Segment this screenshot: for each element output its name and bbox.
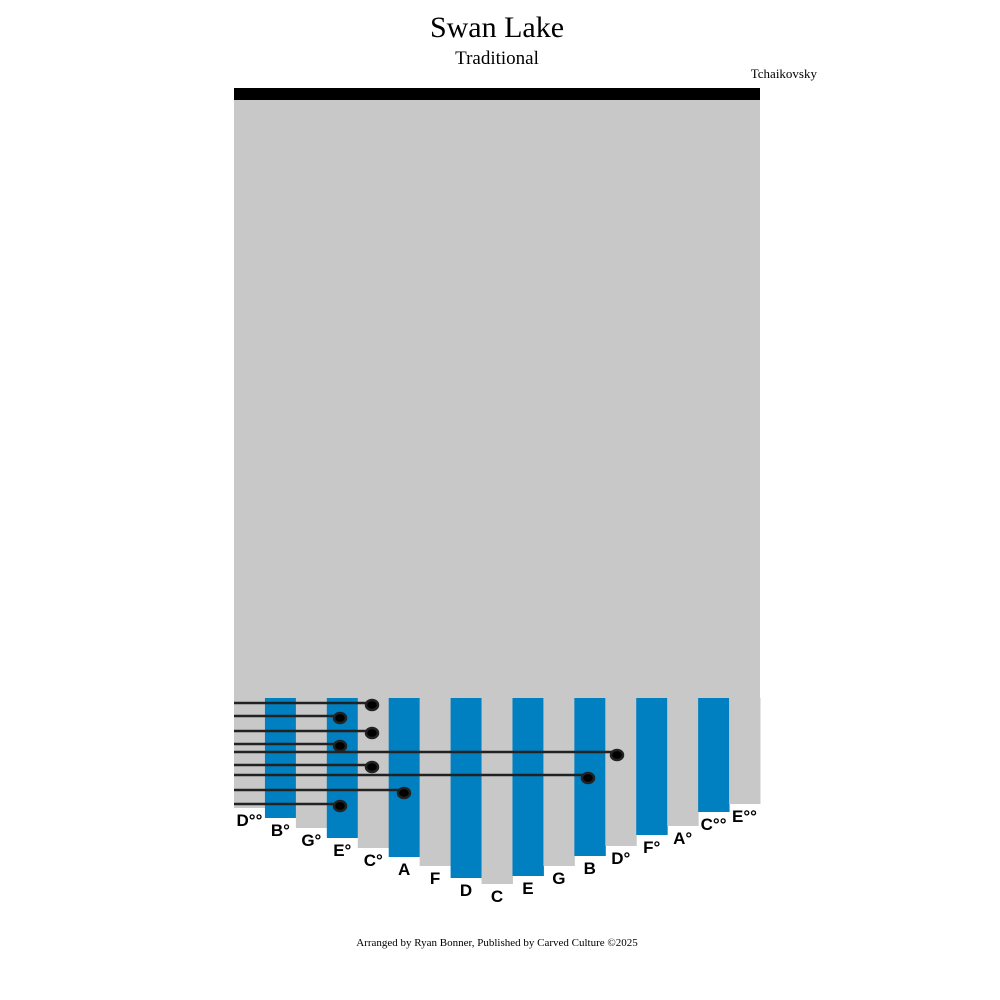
- top-bar: [234, 88, 760, 100]
- key-label: E°°: [732, 807, 757, 826]
- key-gray: [543, 698, 575, 866]
- kalimba: D°° B° G° E° C° A F D C EGB D° F° A° C°° E°°: [234, 100, 761, 906]
- key-blue: [264, 698, 297, 818]
- footer: Arranged by Ryan Bonner, Published by Ca…: [356, 937, 638, 949]
- key-gray: [295, 698, 328, 828]
- key-blue: [636, 698, 668, 835]
- key-blue: [512, 698, 544, 876]
- key-label: F: [430, 869, 440, 888]
- key-label: E: [522, 879, 533, 898]
- key-blue: [450, 698, 483, 878]
- board: [234, 100, 760, 698]
- key-label: A°: [673, 829, 692, 848]
- key-label: G: [552, 869, 565, 888]
- title: Swan Lake: [430, 11, 564, 44]
- key-gray: [605, 698, 637, 846]
- key-label: C: [491, 887, 503, 906]
- key-label: F°: [643, 838, 660, 857]
- key-label: E°: [333, 841, 351, 860]
- notes: [234, 698, 625, 813]
- key-label: D: [460, 881, 472, 900]
- key-label: G°: [301, 831, 321, 850]
- key-label: D°°: [237, 811, 263, 830]
- key-label: D°: [611, 849, 630, 868]
- key-gray: [481, 698, 513, 884]
- key-label: B: [584, 859, 596, 878]
- composer: Tchaikovsky: [751, 66, 818, 81]
- key-gray: [729, 698, 761, 804]
- subtitle: Traditional: [455, 48, 539, 69]
- key-blue: [698, 698, 730, 812]
- key-label: B°: [271, 821, 290, 840]
- key-label: C°: [364, 851, 383, 870]
- key-label: C°°: [701, 815, 727, 834]
- key-gray: [419, 698, 452, 866]
- key-gray: [667, 698, 699, 826]
- key-blue: [388, 698, 421, 857]
- key-label: A: [398, 860, 410, 879]
